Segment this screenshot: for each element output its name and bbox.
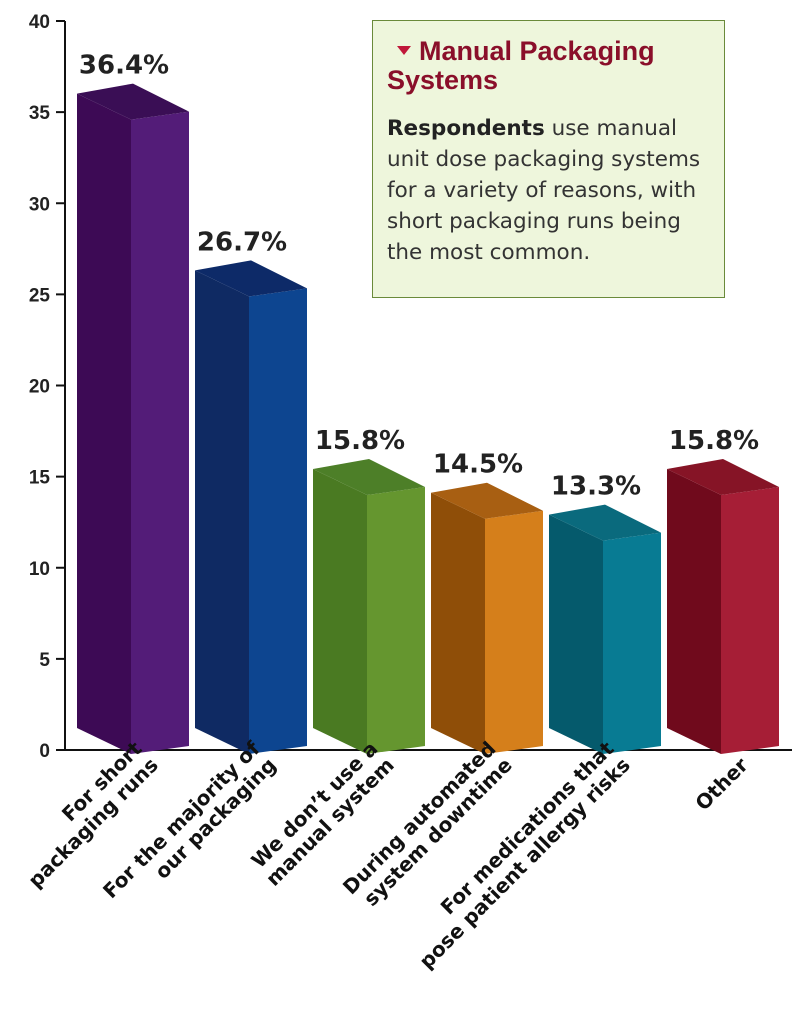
bar-front [195, 270, 249, 754]
bar-top [667, 459, 779, 496]
bar-front [77, 93, 131, 755]
callout-title-text: Manual Packaging Systems [387, 36, 655, 95]
y-tick-label: 15 [29, 468, 51, 489]
value-label: 14.5% [433, 450, 523, 480]
callout-body-bold: Respondents [387, 116, 545, 141]
y-tick-label: 5 [39, 650, 50, 671]
bar [195, 260, 307, 754]
bar-front [431, 492, 485, 754]
y-tick-label: 20 [29, 377, 50, 398]
y-tick-label: 35 [29, 103, 51, 124]
bar [549, 504, 661, 754]
callout-body-text: use manual unit dose packaging systems f… [387, 116, 701, 265]
value-labels: 36.4% 26.7% 15.8% 14.5% 13.3% 15.8% [79, 51, 759, 502]
bar-top [77, 83, 189, 120]
value-label: 15.8% [315, 426, 405, 456]
y-tick-label: 40 [29, 12, 50, 33]
bar-side [249, 288, 307, 754]
category-label: Other [690, 753, 752, 815]
bar-side [603, 532, 661, 754]
bar-side [721, 487, 779, 754]
bar-side [131, 111, 189, 755]
bar-front [549, 514, 603, 754]
bar [667, 459, 779, 754]
callout-title: Manual Packaging Systems [387, 37, 706, 95]
bar [431, 482, 543, 754]
bar [77, 83, 189, 755]
bar-top [313, 459, 425, 496]
y-tick-label: 30 [29, 194, 50, 215]
bars [77, 83, 779, 755]
callout-body: Respondents use manual unit dose packagi… [387, 113, 706, 268]
value-label: 36.4% [79, 51, 169, 81]
bar-top [549, 504, 661, 541]
value-label: 15.8% [669, 426, 759, 456]
y-tick-label: 10 [29, 559, 50, 580]
bar-front [313, 469, 367, 754]
bar-side [485, 510, 543, 754]
bar [313, 459, 425, 754]
value-label: 26.7% [197, 227, 287, 257]
y-axis: 0 5 10 15 20 25 30 35 40 [29, 12, 792, 762]
callout-box: Manual Packaging Systems Respondents use… [372, 20, 725, 298]
y-tick-label: 25 [29, 285, 51, 306]
bar-front [667, 469, 721, 754]
category-label-line: Other [690, 753, 752, 815]
y-tick-label: 0 [39, 741, 50, 762]
triangle-down-icon [397, 46, 411, 56]
value-label: 13.3% [551, 472, 641, 502]
bar-side [367, 487, 425, 754]
bar-top [195, 260, 307, 297]
bar-top [431, 482, 543, 519]
